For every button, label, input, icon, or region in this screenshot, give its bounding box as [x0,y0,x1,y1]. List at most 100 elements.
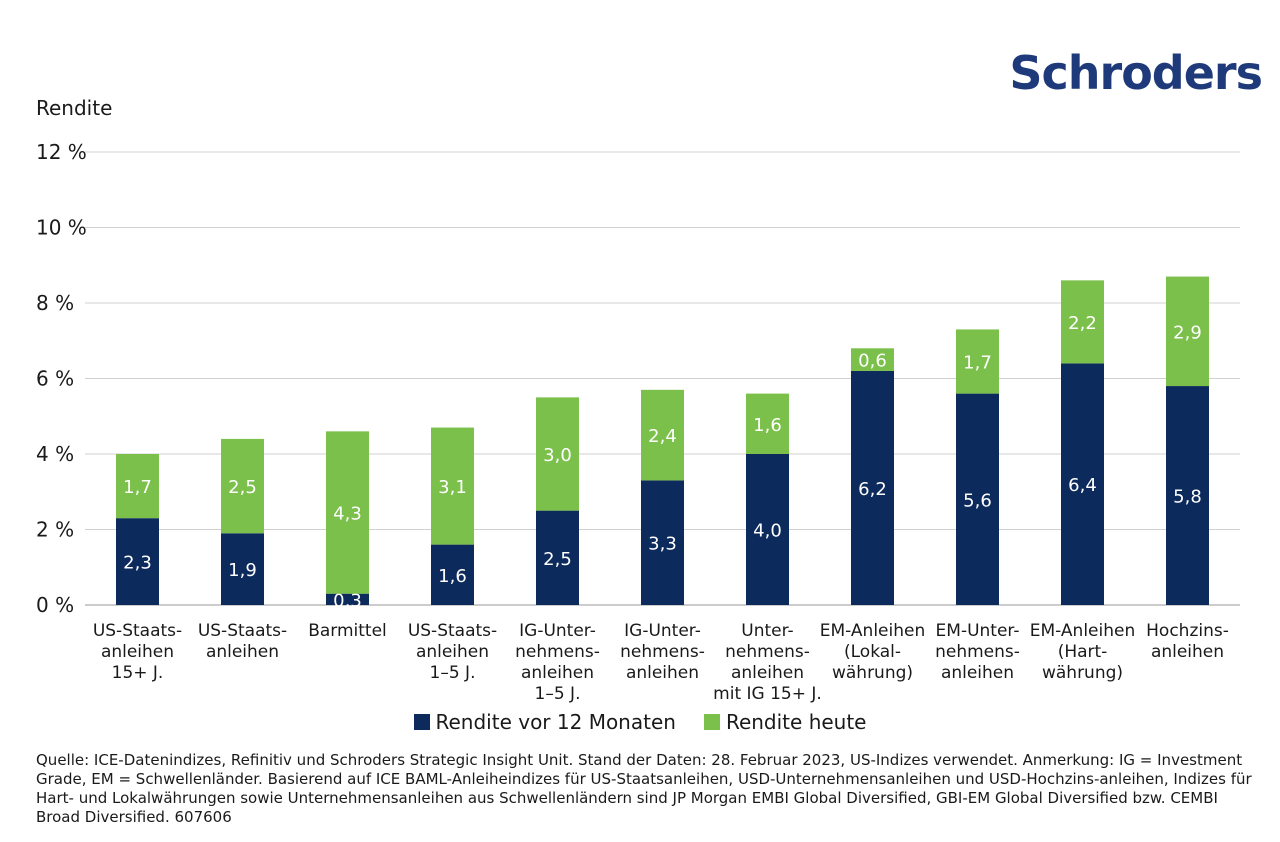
x-category-label-line: EM-Unter- [936,621,1020,641]
bar-segment-before [641,480,684,605]
data-label-before: 6,2 [858,479,887,500]
y-tick-label: 0 % [36,593,74,617]
x-category-label-line: nehmens- [935,642,1020,662]
x-category-label: EM-Anleihen (Hart-währung) [1030,621,1136,683]
schroders-logo: Schroders [1009,46,1263,100]
x-category-label-line: nehmens- [620,642,705,662]
bar-segment-today [221,438,264,534]
data-label-today: 3,0 [543,445,572,466]
y-tick-label: 8 % [36,291,74,315]
x-category-label-line: Barmittel [308,621,387,641]
x-category-label-line: IG-Unter- [519,621,596,641]
bar-segment-today [1166,276,1209,387]
x-category-label-line: 1–5 J. [430,663,476,683]
x-category-label: EM-Anleihen (Lokal-währung) [820,621,926,683]
data-label-today: 0,6 [858,351,887,372]
x-category-label: Barmittel [308,621,387,641]
x-category-label-line: EM-Anleihen [820,621,926,641]
data-label-today: 2,4 [648,426,677,447]
x-category-label-line: nehmens- [515,642,600,662]
x-category-label: Hochzins-anleihen [1146,621,1229,662]
x-category-label-line: anleihen [1151,642,1224,662]
data-label-today: 4,3 [333,504,362,525]
data-label-before: 3,3 [648,534,677,555]
x-category-label: Unter-nehmens-anleihen mit IG 15+ J. [713,621,822,704]
bar-segment-today [746,393,789,454]
y-tick-label: 4 % [36,442,74,466]
bar-segment-before [326,593,369,605]
x-category-label: IG-Unter-nehmens-anleihen [620,621,705,683]
x-category-label-line: anleihen [416,642,489,662]
bar-segment-today [1061,280,1104,364]
bar-segment-before [1061,363,1104,605]
source-note: Quelle: ICE-Datenindizes, Refinitiv und … [36,751,1252,826]
bar-segment-before [221,533,264,605]
data-label-before: 4,0 [753,521,782,542]
x-category-label-line: 15+ J. [112,663,164,683]
bar-segment-before [116,518,159,605]
x-category-label: EM-Unter-nehmens-anleihen [935,621,1020,683]
x-category-label-line: (Lokal- [844,642,901,662]
x-category-label-line: Hochzins- [1146,621,1229,641]
data-label-before: 5,6 [963,490,992,511]
x-category-label: US-Staats-anleihen 1–5 J. [408,621,497,683]
data-label-today: 1,6 [753,415,782,436]
x-category-label-line: anleihen [626,663,699,683]
bar-segment-before [851,370,894,605]
x-category-label-line: anleihen [206,642,279,662]
x-category-label: IG-Unter-nehmens-anleihen 1–5 J. [515,621,600,704]
x-category-label-line: nehmens- [725,642,810,662]
data-label-before: 6,4 [1068,475,1097,496]
x-category-label-line: anleihen [101,642,174,662]
legend-label-before: Rendite vor 12 Monaten [435,710,676,734]
bars: 2,3 1,7 1,9 2,5 0,3 4,3 1,6 3,1 2,5 3,0 3,3 2,4 4,0 1… [116,276,1209,611]
data-label-today: 2,2 [1068,313,1097,334]
data-label-before: 1,9 [228,560,257,581]
data-label-today: 1,7 [123,477,152,498]
data-label-today: 2,9 [1173,322,1202,343]
bar-segment-today [851,348,894,371]
data-label-today: 3,1 [438,477,467,498]
legend: Rendite vor 12 Monaten Rendite heute [0,710,1280,734]
y-tick-label: 10 % [36,216,87,240]
bar-segment-today [116,454,159,519]
bar-segment-today [431,427,474,545]
x-category-label-line: 1–5 J. [535,684,581,704]
bar-segment-today [326,431,369,594]
x-category-label: US-Staats-anleihen [198,621,287,662]
x-category-label-line: US-Staats- [198,621,287,641]
y-tick-label: 12 % [36,140,87,164]
bar-segment-before [746,454,789,605]
x-category-label-line: währung) [832,663,913,683]
bar-segment-before [431,544,474,605]
data-label-today: 2,5 [228,477,257,498]
x-category-label-line: IG-Unter- [624,621,701,641]
legend-swatch-today [703,714,720,730]
x-category-label-line: US-Staats- [93,621,182,641]
x-category-label-line: anleihen [521,663,594,683]
x-category-label-line: mit IG 15+ J. [713,684,822,704]
y-tick-label: 2 % [36,518,74,542]
x-category-label-line: währung) [1042,663,1123,683]
y-tick-label: 6 % [36,367,74,391]
legend-item-before: Rendite vor 12 Monaten [413,710,676,734]
y-axis-ticks: 0 % 2 % 4 % 6 % 8 % 10 % 12 % [36,140,87,617]
x-category-label: US-Staats-anleihen 15+ J. [93,621,182,683]
x-category-label-line: Unter- [741,621,793,641]
bar-segment-before [1166,386,1209,605]
data-label-before: 5,8 [1173,487,1202,508]
data-label-before: 2,3 [123,553,152,574]
data-label-before: 1,6 [438,566,467,587]
x-category-label-line: anleihen [941,663,1014,683]
x-category-label-line: (Hart- [1058,642,1108,662]
bar-segment-today [536,397,579,511]
data-label-today: 1,7 [963,353,992,374]
bar-segment-before [956,393,999,605]
category-labels: US-Staats-anleihen 15+ J.US-Staats-anleih… [93,621,1229,704]
legend-item-today: Rendite heute [703,710,867,734]
x-category-label-line: anleihen [731,663,804,683]
data-label-before: 2,5 [543,549,572,570]
stacked-bar-chart: 0 % 2 % 4 % 6 % 8 % 10 % 12 % 2,3 1,7 1,9 2,5 0,3 4… [36,140,1240,704]
y-axis-label: Rendite [36,96,113,120]
x-category-label-line: EM-Anleihen [1030,621,1136,641]
